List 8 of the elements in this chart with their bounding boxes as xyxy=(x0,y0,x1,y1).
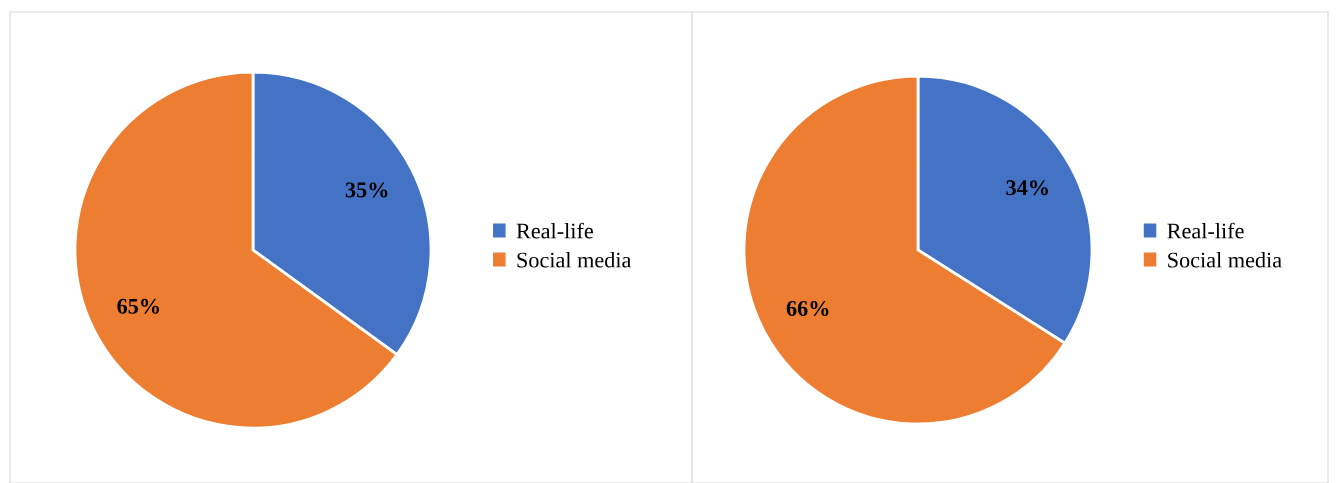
data-label: 35% xyxy=(345,182,388,198)
data-label: 34% xyxy=(1006,180,1048,196)
data-label: 66% xyxy=(786,300,829,316)
legend-label: Social media xyxy=(1168,251,1282,268)
data-label: 65% xyxy=(117,298,159,314)
legend-label: Social media xyxy=(517,251,632,268)
legend-label: Real-life xyxy=(516,222,593,239)
legend-label: Real-life xyxy=(1167,222,1244,239)
